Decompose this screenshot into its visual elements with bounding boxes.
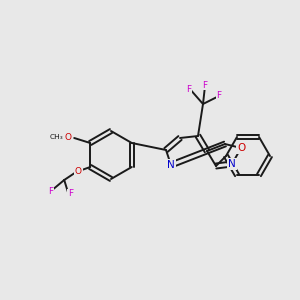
Text: F: F	[48, 187, 53, 196]
Text: F: F	[202, 80, 208, 89]
Text: N: N	[228, 159, 236, 169]
Text: F: F	[68, 190, 73, 199]
Text: O: O	[65, 133, 72, 142]
Text: F: F	[186, 85, 192, 94]
Text: N: N	[167, 160, 175, 170]
Text: F: F	[216, 92, 222, 100]
Text: O: O	[237, 143, 245, 153]
Text: O: O	[75, 167, 82, 176]
Text: CH₃: CH₃	[49, 134, 63, 140]
